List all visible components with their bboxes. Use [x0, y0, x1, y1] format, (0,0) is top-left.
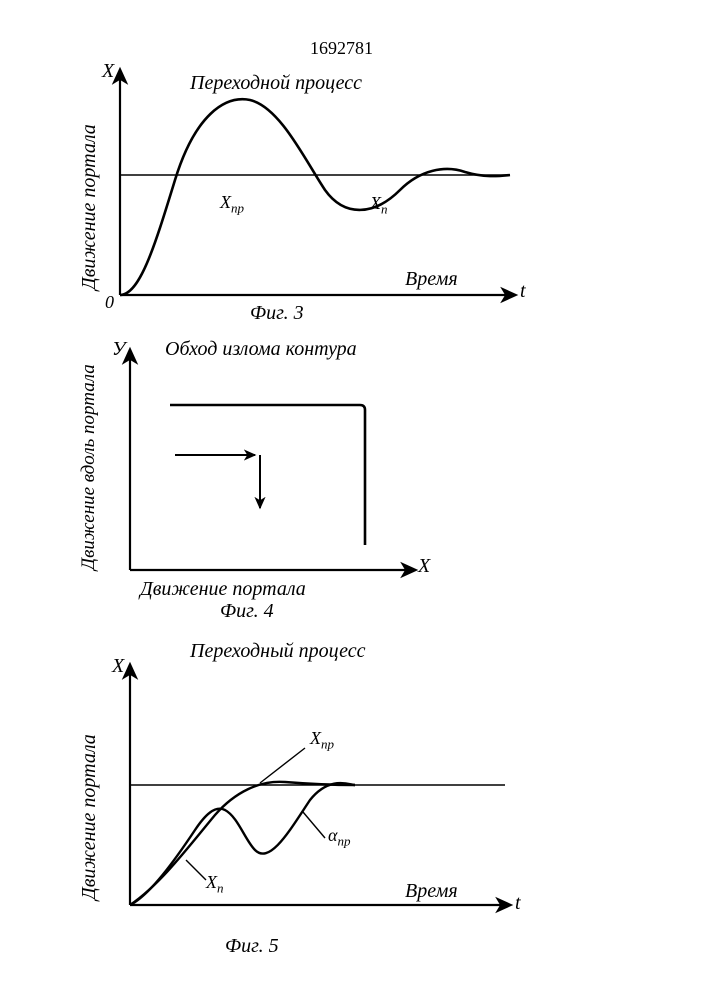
fig3-curve — [120, 99, 510, 295]
fig5-x-symbol: t — [515, 892, 521, 915]
fig5-curve-2 — [130, 783, 355, 905]
fig3-y-symbol: X — [102, 60, 114, 83]
fig5-x-axis-label: Время — [405, 880, 458, 903]
fig5-y-symbol: X — [112, 655, 124, 678]
fig5-caption: Фиг. 5 — [225, 935, 279, 958]
fig5 — [130, 665, 510, 905]
fig3-y-axis-label: Движение портала — [78, 110, 101, 290]
fig3 — [120, 70, 515, 295]
fig5-xpr-annot: Xпр — [310, 728, 334, 753]
fig4-y-axis-label: Движение вдоль портала — [78, 360, 100, 570]
fig3-origin: 0 — [105, 292, 114, 313]
fig5-title: Переходный процесс — [190, 640, 366, 663]
fig3-x-axis-label: Время — [405, 268, 458, 291]
fig3-xn-annot: Xп — [370, 193, 388, 218]
page-number: 1692781 — [310, 38, 373, 59]
fig4-outer-contour — [170, 405, 365, 545]
fig4-x-symbol: X — [418, 555, 430, 578]
fig3-xpr-annot: Xпр — [220, 192, 244, 217]
fig5-alpha-annot: αпр — [328, 825, 350, 850]
fig5-xpr-lead — [260, 748, 305, 783]
fig5-y-axis-label: Движение портала — [78, 720, 101, 900]
fig4-y-symbol: У — [112, 338, 125, 361]
fig4-title: Обход излома контура — [165, 338, 357, 361]
fig3-x-symbol: t — [520, 280, 526, 303]
fig4-caption: Фиг. 4 — [220, 600, 274, 623]
fig5-alpha-lead — [303, 812, 325, 838]
fig3-caption: Фиг. 3 — [250, 302, 304, 325]
fig5-xn-lead — [186, 860, 206, 880]
fig3-title: Переходной процесс — [190, 72, 362, 95]
fig5-curve-1 — [130, 782, 355, 905]
fig4 — [130, 350, 415, 570]
fig5-xn-annot: Xп — [206, 872, 224, 897]
fig4-x-axis-label: Движение портала — [140, 578, 306, 601]
